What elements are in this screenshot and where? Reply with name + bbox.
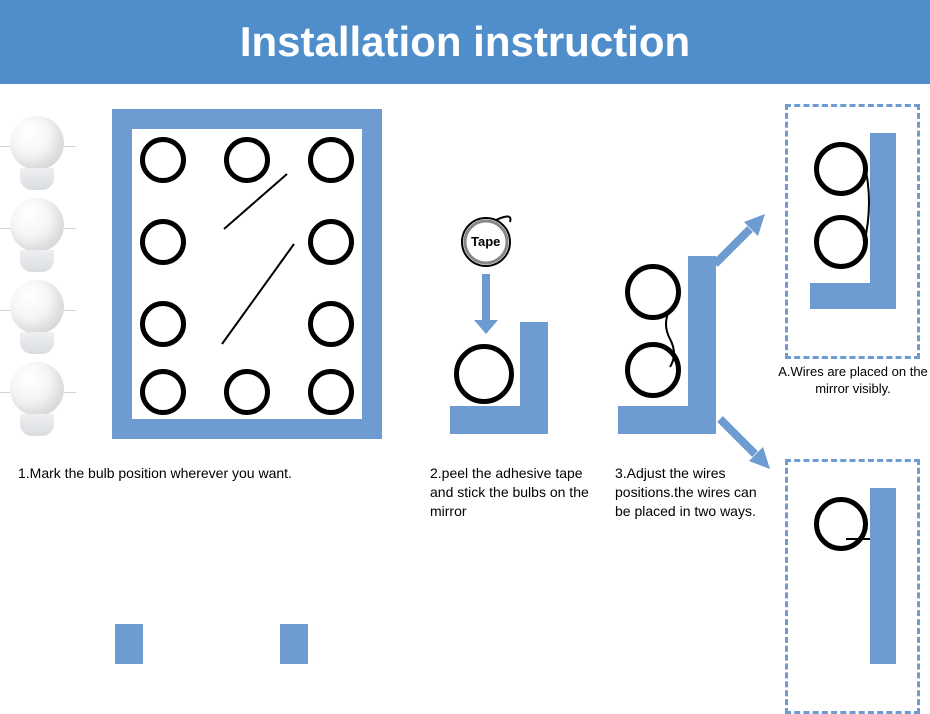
step3-wire-icon [660, 309, 690, 369]
step2-group: Tape [430, 214, 580, 454]
title-bar: Installation instruction [0, 0, 930, 84]
step1-mirror-frame [112, 109, 382, 439]
step1-mirror-inner [132, 129, 362, 419]
step2-bulb-circle [454, 344, 514, 404]
optA-caption: A.Wires are placed on the mirror visibly… [768, 364, 930, 398]
step3-caption: 3.Adjust the wires positions.the wires c… [615, 464, 775, 521]
step2-arrow-down [482, 274, 490, 322]
bottom-frame-stub [280, 624, 308, 664]
mirror-streak-icon [132, 129, 362, 419]
page-title: Installation instruction [0, 18, 930, 66]
step1-caption: 1.Mark the bulb position wherever you wa… [18, 464, 413, 483]
optB-frame-vertical [870, 488, 896, 664]
bulb-product-2 [6, 198, 68, 276]
bulb-product-4 [6, 362, 68, 440]
step2-frame-horizontal [450, 406, 548, 434]
step2-caption: 2.peel the adhesive tape and stick the b… [430, 464, 590, 521]
optA-dashed-box [785, 104, 920, 359]
bulb-strip [6, 116, 68, 440]
bulb-product-3 [6, 280, 68, 358]
step3-arrow-downright [715, 409, 775, 469]
bulb-product-1 [6, 116, 68, 194]
bottom-frame-stub [115, 624, 143, 664]
arrow-head-down-icon [474, 320, 498, 334]
tape-label: Tape [471, 234, 500, 249]
content-area: 1.Mark the bulb position wherever you wa… [0, 84, 930, 644]
step3-frame-horizontal [618, 406, 716, 434]
optB-dashed-box [785, 459, 920, 714]
optA-frame-horizontal [810, 283, 896, 309]
step3-arrow-upright [710, 214, 770, 274]
